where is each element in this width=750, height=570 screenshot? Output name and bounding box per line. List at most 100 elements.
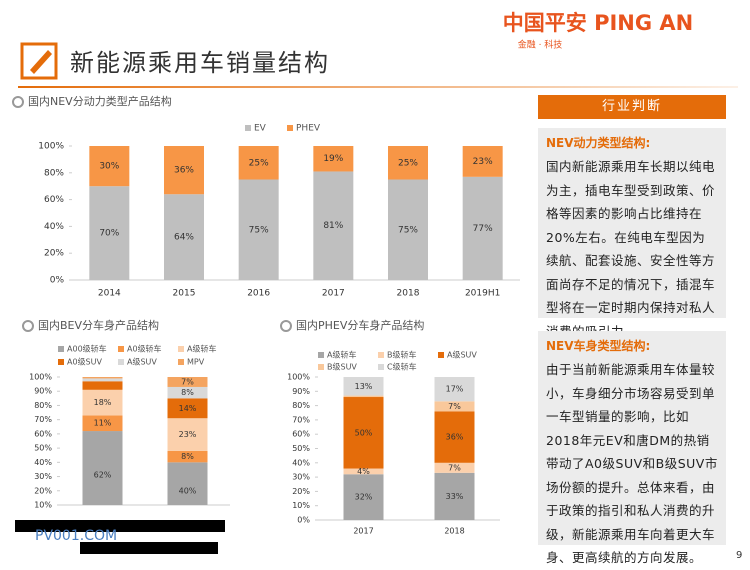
y-tick-label: 20% — [292, 487, 310, 496]
value-label: 62% — [94, 471, 112, 480]
title-icon — [20, 42, 58, 80]
pencil-icon — [30, 50, 52, 74]
y-tick-label: 80% — [292, 401, 310, 410]
chart-title: 国内NEV分动力类型产品结构 — [28, 94, 172, 108]
y-tick-label: 10% — [34, 501, 52, 510]
value-label: 8% — [181, 388, 194, 397]
legend-label: MPV — [187, 358, 205, 367]
bar-segment — [343, 377, 384, 396]
bar-segment — [343, 397, 384, 469]
page-title: 新能源乘用车销量结构 — [70, 49, 330, 77]
title-rule — [18, 86, 738, 88]
legend-swatch — [178, 359, 184, 365]
slogan: 金融 · 科技 — [518, 39, 563, 51]
legend-label: PHEV — [296, 124, 321, 134]
y-tick-label: 40% — [34, 458, 52, 467]
bar-segment — [462, 176, 503, 280]
bar-segment — [167, 398, 208, 419]
bar-segment — [82, 378, 123, 382]
value-label: 4% — [357, 467, 370, 476]
legend-label: A级轿车 — [187, 344, 216, 354]
bar-segment — [82, 415, 123, 432]
bar-segment — [89, 146, 130, 187]
bar-segment — [164, 146, 204, 195]
bar-segment — [343, 474, 384, 520]
x-tick-label: 2019H1 — [465, 289, 500, 299]
legend-swatch — [58, 359, 64, 365]
value-label: 14% — [179, 404, 197, 413]
bar-segment — [167, 462, 208, 505]
bar-segment — [164, 194, 204, 280]
x-tick-label: 2017 — [322, 289, 345, 299]
value-label: 13% — [355, 382, 373, 391]
legend-swatch — [378, 352, 384, 358]
bar-segment — [434, 401, 475, 412]
legend-swatch — [318, 364, 324, 370]
bar-segment — [343, 395, 384, 398]
y-tick-label: 40% — [44, 222, 64, 232]
value-label: 32% — [355, 493, 373, 502]
legend-label: B级SUV — [327, 362, 357, 372]
watermark: PV001.COM — [35, 528, 117, 544]
legend-label: A0级SUV — [67, 357, 102, 367]
bar-segment — [434, 472, 475, 520]
sidebar-block: NEV车身类型结构: 由于当前新能源乘用车体量较小，车身细分市场容易受到单一车型… — [538, 331, 726, 565]
sidebar-block: NEV动力类型结构: 国内新能源乘用车长期以纯电为主，插电车型受到政策、价格等因… — [538, 128, 726, 339]
legend-label: A级轿车 — [327, 350, 356, 360]
bar-segment — [167, 450, 208, 463]
value-label: 81% — [323, 221, 343, 231]
bar-segment — [238, 179, 279, 280]
block-title: NEV动力类型结构: — [546, 136, 651, 150]
bar-segment — [167, 377, 208, 387]
bar-segment — [343, 468, 384, 475]
value-label: 17% — [446, 385, 464, 394]
y-tick-label: 90% — [292, 387, 310, 396]
page-number: 9 — [736, 550, 742, 561]
legend-label: EV — [254, 124, 267, 134]
value-label: 36% — [446, 433, 464, 442]
value-label: 75% — [249, 225, 269, 235]
y-tick-label: 30% — [292, 473, 310, 482]
x-tick-label: 2014 — [98, 289, 121, 299]
y-tick-label: 20% — [44, 249, 64, 259]
value-label: 23% — [473, 157, 493, 167]
x-tick-label: 2015 — [173, 289, 196, 299]
legend-swatch — [378, 364, 384, 370]
title-icon — [22, 320, 34, 332]
bar-segment — [89, 186, 130, 280]
bar-segment — [82, 377, 123, 379]
bar-segment — [238, 146, 279, 180]
value-label: 33% — [446, 492, 464, 501]
title-icon — [12, 96, 24, 108]
y-tick-label: 80% — [34, 401, 52, 410]
bar-segment — [82, 381, 123, 390]
title-icon — [280, 320, 292, 332]
bar-segment — [82, 389, 123, 416]
y-tick-label: 100% — [38, 142, 64, 152]
chart: 国内PHEV分车身产品结构 0% 10% 20% 30% 40% 50% 60% 70% 80% 9… — [280, 318, 500, 536]
block-text: 由于当前新能源乘用车体量较小，车身细分市场容易受到单一车型销量的影响，比如201… — [546, 362, 718, 565]
bar-segment — [434, 411, 475, 463]
y-tick-label: 40% — [292, 458, 310, 467]
x-tick-label: 2017 — [353, 527, 373, 536]
y-tick-label: 70% — [292, 415, 310, 424]
y-tick-label: 0% — [297, 516, 310, 525]
x-tick-label: 2018 — [444, 527, 464, 536]
bar-segment — [462, 146, 503, 177]
redaction — [15, 520, 225, 532]
logo: 中国平安 PING AN — [503, 11, 693, 35]
sidebar-heading: 行业判断 — [538, 95, 726, 119]
legend-label: A00级轿车 — [67, 344, 107, 354]
bar-segment — [434, 462, 475, 473]
y-tick-label: 30% — [34, 472, 52, 481]
plot — [82, 377, 208, 505]
bar-segment — [82, 431, 123, 505]
bar-segment — [388, 179, 428, 280]
value-label: 70% — [99, 229, 119, 239]
y-tick-label: 100% — [287, 373, 310, 382]
legend-swatch — [118, 359, 124, 365]
value-label: 64% — [174, 233, 194, 243]
bar-segment — [434, 377, 475, 402]
y-tick-label: 100% — [29, 373, 52, 382]
